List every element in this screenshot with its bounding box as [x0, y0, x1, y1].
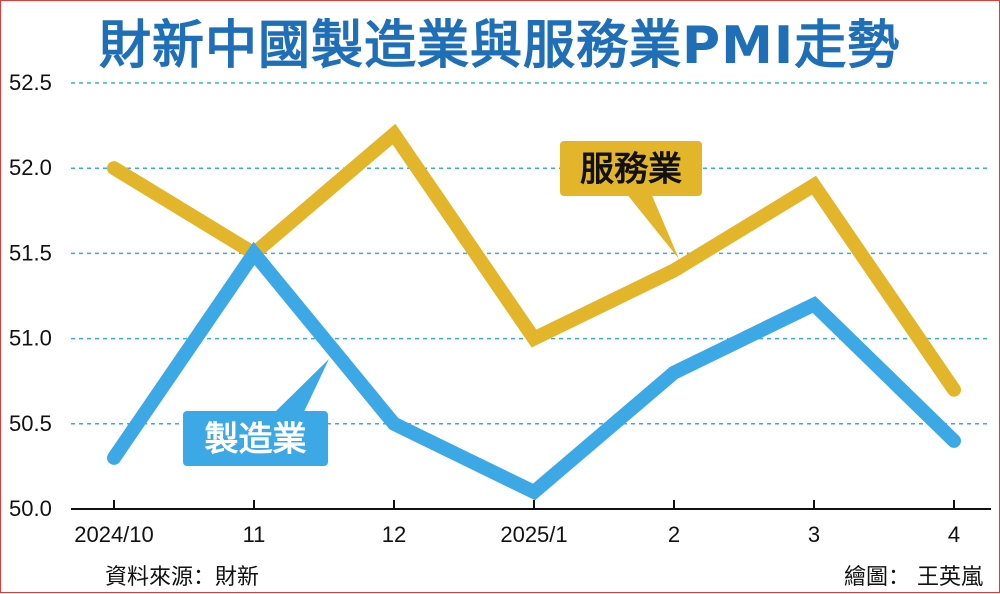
- x-tick-label: 2: [668, 522, 680, 547]
- y-tick-label: 50.5: [9, 411, 52, 436]
- x-tick-label: 2025/1: [500, 522, 567, 547]
- y-tick-label: 52.0: [9, 155, 52, 180]
- x-tick-label: 12: [382, 522, 406, 547]
- credit-note: 繪圖： 王英嵐: [844, 565, 983, 590]
- y-tick-label: 50.0: [9, 496, 52, 521]
- manufacturing-callout-label: 製造業: [205, 420, 307, 460]
- manufacturing-callout-box: [183, 411, 328, 466]
- services-callout-box: [560, 141, 702, 196]
- chart-title: 財新中國製造業與服務業PMI走勢: [99, 16, 901, 76]
- y-tick-label: 51.5: [9, 240, 52, 265]
- services-callout-tail: [626, 193, 679, 259]
- y-tick-label: 52.5: [9, 70, 52, 95]
- x-tick-label: 11: [243, 522, 266, 547]
- x-tick-label: 2024/10: [74, 522, 154, 547]
- source-note: 資料來源：財新: [105, 565, 260, 590]
- y-tick-label: 51.0: [9, 326, 52, 351]
- services-callout-label: 服務業: [580, 150, 682, 190]
- manufacturing-callout-tail: [273, 359, 329, 414]
- manufacturing-line: [107, 241, 961, 501]
- x-tick-label: 4: [948, 522, 960, 547]
- x-tick-label: 3: [808, 522, 820, 547]
